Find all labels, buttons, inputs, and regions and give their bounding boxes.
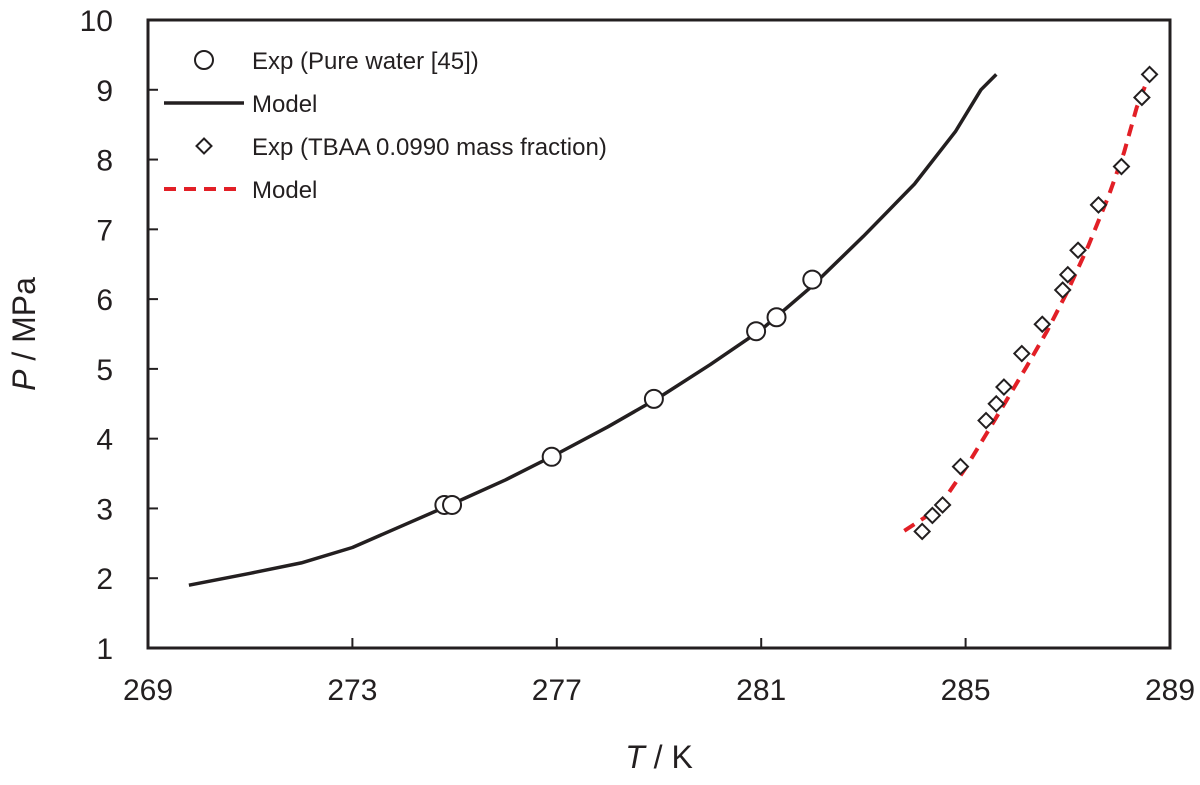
x-axis-unit: / K [645,739,693,775]
y-axis-ticks: 1 2 3 4 5 6 7 8 9 10 [80,5,158,666]
legend-label: Model [252,177,317,204]
data-point-diamond [1132,88,1151,107]
data-point-diamond [1089,195,1108,214]
legend: Exp (Pure water [45]) Model Exp (TBAA 0.09… [164,48,607,204]
data-point-diamond [1053,281,1072,299]
data-point-circle [541,446,562,467]
x-axis-variable: T [625,739,647,775]
y-tick-label: 9 [96,75,113,108]
y-tick-label: 1 [96,633,113,666]
data-point-diamond [951,457,970,476]
data-point-circle [643,388,664,409]
y-axis-unit: / MPa [6,277,42,370]
data-point-diamond [1033,315,1052,334]
y-tick-label: 6 [96,284,113,317]
x-axis-title: T / K [625,739,693,775]
y-axis-title: P / MPa [6,277,42,391]
data-point-diamond [913,522,932,541]
data-point-diamond [995,378,1013,396]
x-tick-label: 269 [123,674,173,707]
legend-marker-diamond [195,137,213,155]
y-tick-label: 2 [96,563,113,596]
data-point-diamond [1140,65,1159,84]
data-point-circle [746,321,767,342]
data-point-circle [766,307,787,328]
data-point-diamond [1012,344,1031,363]
x-tick-label: 281 [736,674,786,707]
y-tick-label: 10 [80,5,113,38]
y-tick-label: 7 [96,214,113,247]
data-point-diamond [933,496,952,514]
legend-label: Exp (TBAA 0.0990 mass fraction) [252,134,607,161]
y-tick-label: 3 [96,493,113,526]
x-tick-label: 289 [1145,674,1195,707]
series-line-1 [188,73,998,587]
x-tick-label: 277 [532,674,582,707]
series-layer [188,65,1159,587]
x-tick-label: 285 [941,674,991,707]
data-point-circle [802,269,823,290]
data-point-circle [442,494,463,515]
x-axis-ticks: 269 273 277 281 285 289 [123,638,1195,707]
y-tick-label: 5 [96,354,113,387]
data-point-diamond [923,506,942,525]
data-point-diamond [987,394,1006,413]
y-tick-label: 4 [96,424,113,457]
y-tick-label: 8 [96,145,113,178]
legend-marker-circle [194,50,214,70]
data-point-diamond [1112,157,1131,176]
legend-label: Model [252,91,317,118]
data-point-diamond [1058,265,1077,284]
legend-label: Exp (Pure water [45]) [252,48,479,75]
data-point-diamond [977,411,995,430]
y-axis-variable: P [6,369,42,391]
plot-frame [146,18,1172,650]
x-tick-label: 273 [327,674,377,707]
data-point-diamond [1069,241,1087,260]
series-line-3 [903,73,1152,533]
